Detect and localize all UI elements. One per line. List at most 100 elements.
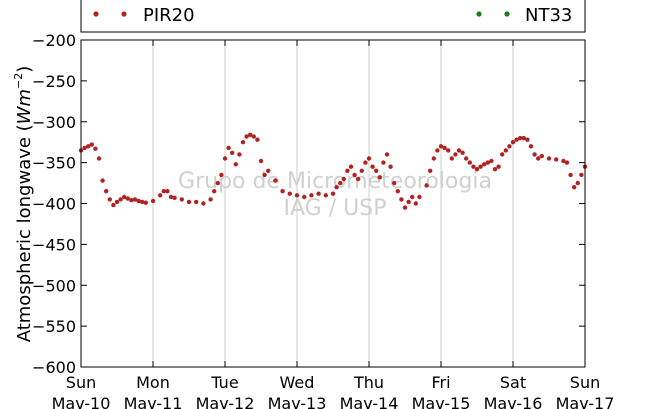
- data-point-pir20: [179, 197, 184, 202]
- data-point-pir20: [471, 164, 476, 169]
- y-tick-label: −400: [32, 195, 76, 214]
- data-point-pir20: [201, 201, 206, 206]
- data-point-pir20: [316, 191, 321, 196]
- data-point-pir20: [521, 135, 526, 141]
- x-tick-label-day: Wed: [280, 373, 315, 392]
- data-point-pir20: [453, 152, 458, 157]
- data-point-pir20: [359, 168, 364, 173]
- y-axis-ticks: −200 −250 −300 −350 −400 −450 −500 −550 −600: [32, 31, 585, 377]
- y-tick-label: −250: [32, 72, 76, 91]
- y-tick-label: −500: [32, 276, 76, 295]
- data-point-pir20: [536, 156, 541, 161]
- x-tick-label-date: Mav-15: [412, 394, 471, 409]
- data-point-pir20: [532, 152, 537, 157]
- data-point-pir20: [294, 193, 300, 198]
- data-point-pir20: [428, 168, 433, 173]
- data-point-pir20: [158, 193, 163, 198]
- data-point-pir20: [237, 152, 242, 157]
- data-point-pir20: [251, 134, 256, 139]
- x-axis-ticks: Sun Mav-10 Mon Mav-11 Tue Mav-12 Wed Mav-13 Thu M…: [52, 40, 614, 409]
- data-point-pir20: [348, 164, 354, 169]
- data-point-pir20: [572, 185, 577, 190]
- data-point-pir20: [568, 172, 573, 178]
- data-point-pir20: [478, 164, 483, 169]
- data-point-pir20: [518, 135, 523, 141]
- data-point-pir20: [287, 191, 292, 196]
- data-point-pir20: [186, 199, 192, 205]
- y-axis-label: Atmospheric longwave (Wm−2): [12, 66, 35, 343]
- data-point-pir20: [424, 183, 429, 188]
- data-point-pir20: [431, 156, 436, 161]
- legend-box: [80, 0, 586, 33]
- watermark-line-2: IAG / USP: [284, 196, 387, 221]
- data-point-pir20: [118, 197, 123, 202]
- data-point-pir20: [233, 162, 238, 167]
- data-point-pir20: [122, 194, 127, 200]
- data-point-pir20: [363, 160, 368, 165]
- data-point-pir20: [442, 145, 447, 151]
- x-tick-label-day: Mon: [136, 373, 170, 392]
- data-point-pir20: [215, 180, 220, 186]
- x-tick-label-day: Thu: [353, 373, 384, 392]
- data-point-pir20: [377, 175, 382, 180]
- data-point-pir20: [388, 164, 393, 169]
- data-point-pir20: [226, 145, 231, 151]
- data-point-pir20: [230, 150, 235, 155]
- y-tick-label: −200: [32, 31, 76, 50]
- data-point-pir20: [510, 140, 516, 145]
- data-point-pir20: [417, 194, 422, 200]
- data-point-pir20: [374, 168, 379, 173]
- legend-marker-pir20: [121, 11, 127, 17]
- data-point-pir20: [114, 199, 120, 205]
- data-point-pir20: [392, 180, 397, 186]
- data-point-pir20: [96, 156, 102, 161]
- x-tick-label-date: Mav-14: [340, 394, 399, 409]
- data-point-pir20: [208, 197, 213, 202]
- x-tick-label-day: Fri: [431, 373, 450, 392]
- data-point-pir20: [140, 199, 145, 205]
- x-tick-label-date: Mav-12: [196, 394, 255, 409]
- x-tick-label-day: Sat: [500, 373, 526, 392]
- data-point-pir20: [564, 160, 570, 165]
- data-point-pir20: [482, 162, 487, 167]
- x-tick-label-date: Mav-16: [484, 394, 543, 409]
- data-point-pir20: [334, 185, 339, 190]
- data-point-pir20: [240, 140, 246, 145]
- data-point-pir20: [266, 168, 271, 173]
- data-point-pir20: [438, 144, 444, 149]
- data-point-pir20: [111, 202, 116, 208]
- x-tick-label-date: Mav-10: [52, 394, 111, 409]
- data-point-pir20: [330, 191, 336, 196]
- data-point-pir20: [554, 157, 559, 162]
- legend-marker-nt33: [504, 11, 510, 17]
- data-point-pir20: [402, 205, 408, 210]
- legend-marker-pir20: [93, 11, 99, 17]
- x-tick-label-date: Mav-11: [124, 394, 183, 409]
- data-point-pir20: [492, 167, 498, 172]
- data-point-pir20: [302, 194, 307, 200]
- data-point-pir20: [381, 160, 386, 165]
- data-point-pir20: [579, 172, 584, 178]
- legend-label-nt33: NT33: [525, 5, 572, 26]
- data-point-pir20: [561, 158, 566, 164]
- data-point-pir20: [507, 144, 512, 149]
- data-point-pir20: [528, 144, 534, 149]
- data-point-pir20: [172, 195, 177, 200]
- data-point-pir20: [86, 144, 91, 149]
- data-point-pir20: [255, 137, 260, 142]
- watermark: Grupo de Micrometeorologia IAG / USP: [178, 169, 492, 221]
- data-point-pir20: [370, 164, 375, 169]
- x-tick-label-day: Sun: [570, 373, 600, 392]
- data-point-pir20: [143, 200, 148, 205]
- data-point-pir20: [161, 189, 166, 194]
- data-point-pir20: [352, 172, 357, 178]
- data-points: [78, 132, 588, 210]
- y-tick-label: −550: [32, 317, 76, 336]
- data-point-pir20: [467, 160, 472, 165]
- data-point-pir20: [136, 198, 141, 204]
- data-point-pir20: [244, 134, 249, 139]
- data-point-pir20: [474, 167, 480, 172]
- data-point-pir20: [546, 156, 552, 161]
- data-point-pir20: [165, 189, 170, 194]
